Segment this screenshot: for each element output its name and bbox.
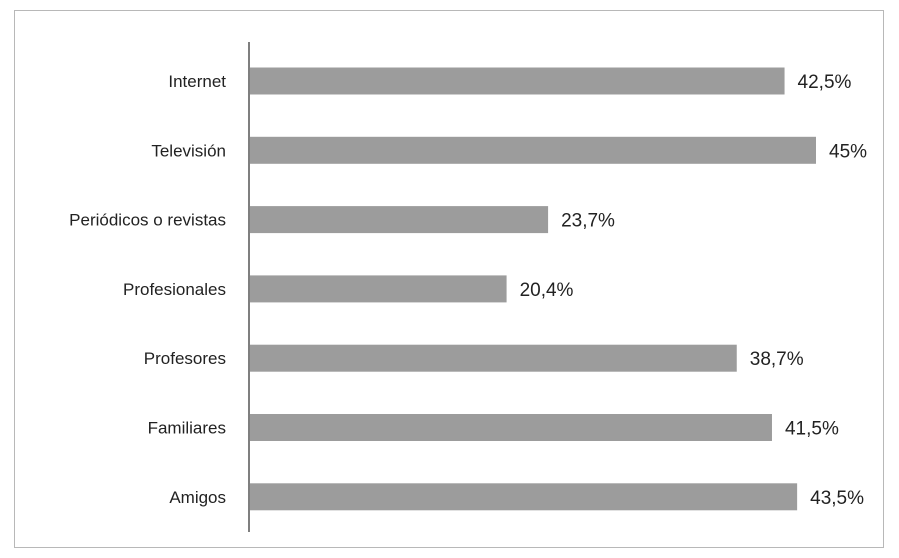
category-label: Periódicos o revistas bbox=[69, 211, 226, 230]
category-label: Profesores bbox=[144, 349, 226, 368]
bar-3 bbox=[250, 275, 507, 303]
value-label: 45% bbox=[829, 141, 867, 162]
bar-6 bbox=[250, 483, 798, 511]
value-label: 43,5% bbox=[810, 488, 864, 509]
value-label: 23,7% bbox=[561, 211, 615, 232]
category-label: Internet bbox=[168, 72, 226, 91]
category-label: Televisión bbox=[151, 141, 226, 160]
category-label: Amigos bbox=[169, 488, 226, 507]
value-label: 42,5% bbox=[798, 72, 852, 93]
value-label: 38,7% bbox=[750, 349, 804, 370]
bar-4 bbox=[250, 344, 737, 372]
bar-0 bbox=[250, 67, 785, 95]
category-label: Profesionales bbox=[123, 280, 226, 299]
bar-1 bbox=[250, 136, 816, 164]
bar-5 bbox=[250, 414, 772, 441]
value-label: 20,4% bbox=[520, 280, 574, 301]
value-label: 41,5% bbox=[785, 419, 839, 440]
category-label: Familiares bbox=[148, 419, 226, 438]
bar-2 bbox=[250, 206, 549, 234]
bars-group: Internet 42,5% Televisión 45% Periódicos o r… bbox=[69, 67, 867, 511]
